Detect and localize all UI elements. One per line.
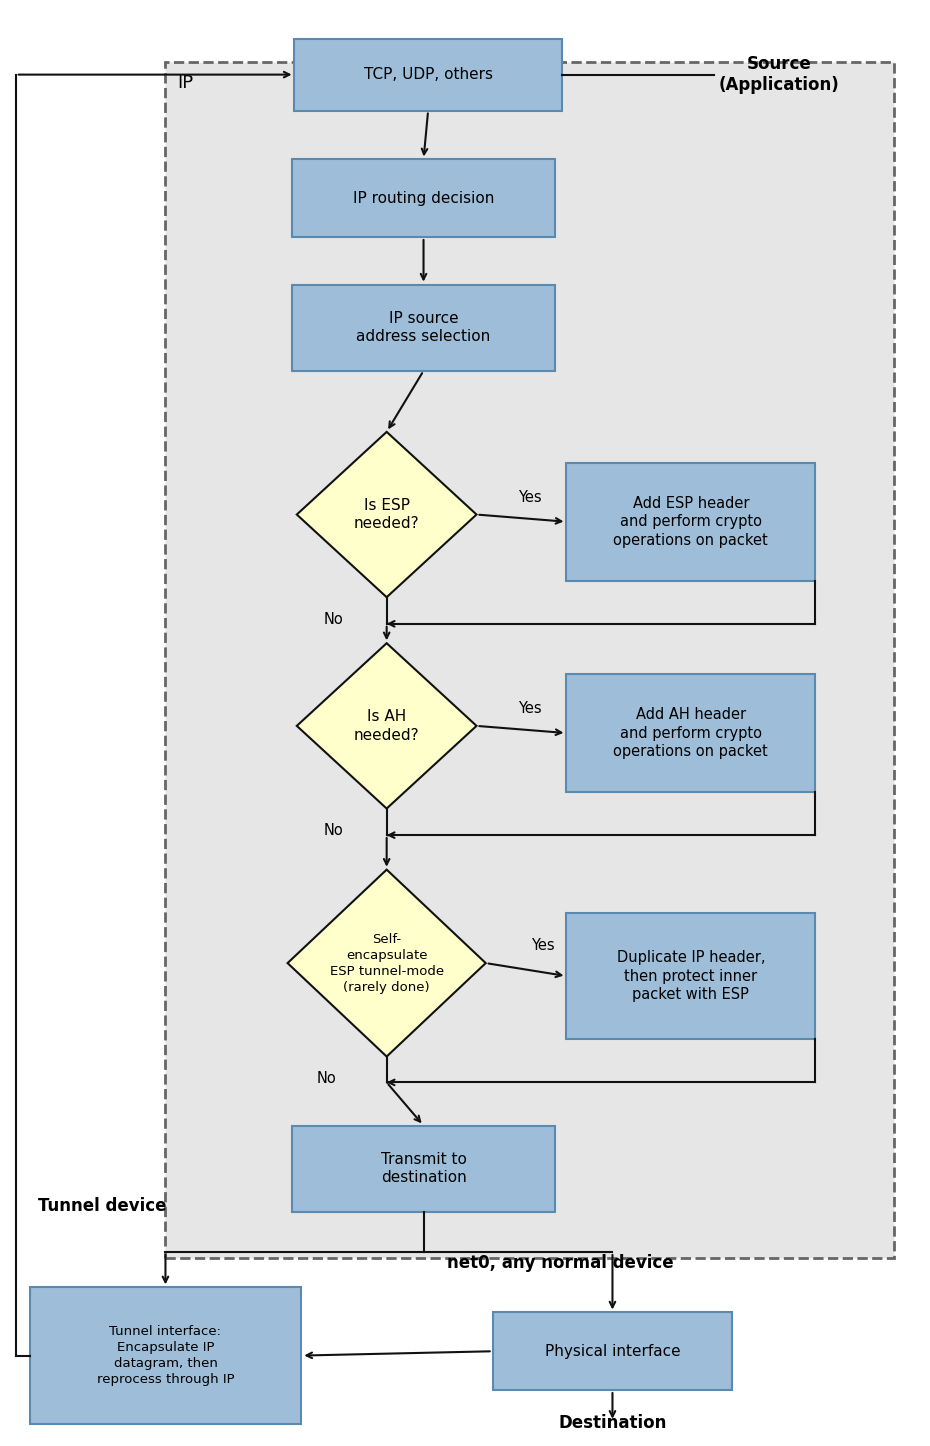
- FancyBboxPatch shape: [30, 1287, 301, 1424]
- Text: No: No: [317, 1071, 337, 1086]
- FancyBboxPatch shape: [566, 674, 816, 792]
- Text: IP: IP: [178, 74, 193, 93]
- FancyBboxPatch shape: [566, 912, 816, 1040]
- Text: Transmit to
destination: Transmit to destination: [380, 1152, 467, 1186]
- Text: Destination: Destination: [558, 1414, 667, 1432]
- Polygon shape: [297, 643, 476, 808]
- Text: Tunnel interface:
Encapsulate IP
datagram, then
reprocess through IP: Tunnel interface: Encapsulate IP datagra…: [97, 1325, 234, 1387]
- Text: Add AH header
and perform crypto
operations on packet: Add AH header and perform crypto operati…: [614, 707, 768, 759]
- FancyBboxPatch shape: [292, 159, 555, 237]
- Text: No: No: [324, 612, 343, 626]
- Text: Add ESP header
and perform crypto
operations on packet: Add ESP header and perform crypto operat…: [614, 496, 768, 548]
- FancyBboxPatch shape: [493, 1313, 732, 1390]
- Text: Yes: Yes: [518, 701, 542, 716]
- Text: Physical interface: Physical interface: [545, 1343, 680, 1359]
- Text: Yes: Yes: [531, 938, 554, 953]
- Text: IP source
address selection: IP source address selection: [356, 311, 491, 344]
- FancyBboxPatch shape: [295, 39, 562, 110]
- FancyBboxPatch shape: [292, 1125, 555, 1212]
- FancyBboxPatch shape: [166, 62, 894, 1258]
- Text: Is AH
needed?: Is AH needed?: [353, 709, 419, 743]
- Text: TCP, UDP, others: TCP, UDP, others: [364, 67, 493, 82]
- Text: IP routing decision: IP routing decision: [352, 191, 494, 205]
- Text: Self-
encapsulate
ESP tunnel-mode
(rarely done): Self- encapsulate ESP tunnel-mode (rarel…: [329, 933, 444, 993]
- Polygon shape: [287, 869, 485, 1057]
- Text: Duplicate IP header,
then protect inner
packet with ESP: Duplicate IP header, then protect inner …: [617, 950, 765, 1002]
- Text: Tunnel device: Tunnel device: [38, 1197, 166, 1215]
- FancyBboxPatch shape: [292, 285, 555, 370]
- Text: Source
(Application): Source (Application): [719, 55, 839, 94]
- Text: Is ESP
needed?: Is ESP needed?: [353, 497, 419, 531]
- Polygon shape: [297, 432, 476, 597]
- Text: Yes: Yes: [518, 490, 542, 505]
- Text: net0, any normal device: net0, any normal device: [446, 1254, 673, 1272]
- Text: No: No: [324, 823, 343, 837]
- FancyBboxPatch shape: [566, 463, 816, 581]
